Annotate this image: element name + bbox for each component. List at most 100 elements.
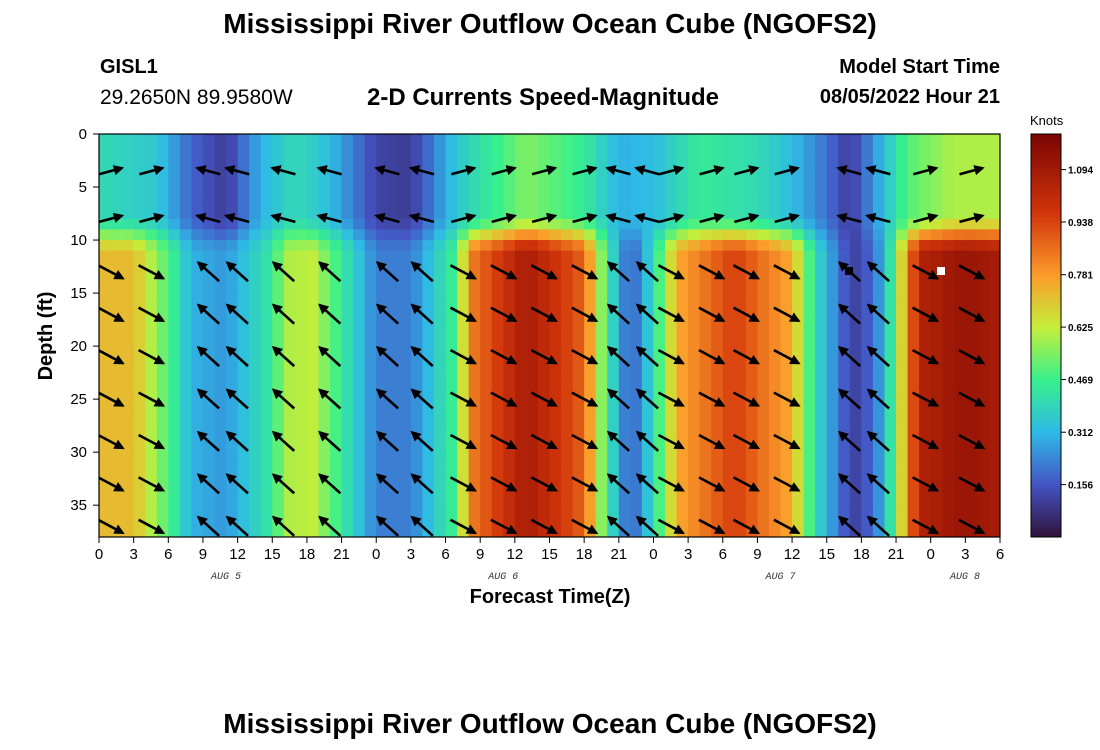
heatmap-cell (133, 187, 146, 199)
heatmap-cell (306, 367, 320, 379)
heatmap-cell (295, 441, 308, 453)
heatmap-cell (630, 452, 643, 464)
heatmap-cell (641, 250, 655, 262)
heatmap-cell (884, 293, 897, 305)
heatmap-cell (722, 430, 735, 443)
heatmap-cell (849, 473, 862, 485)
heatmap-cell (537, 240, 551, 252)
heatmap-cell (884, 388, 897, 400)
heatmap-cell (699, 176, 712, 188)
heatmap-cell (156, 197, 169, 209)
heatmap-cell (341, 314, 354, 326)
heatmap-cell (410, 282, 424, 294)
heatmap-cell (872, 250, 886, 262)
heatmap-cell (272, 462, 285, 474)
heatmap-cell (433, 155, 447, 167)
heatmap-cell (272, 134, 285, 146)
heatmap-cell (202, 356, 216, 368)
heatmap-cell (907, 356, 920, 368)
heatmap-cell (561, 494, 574, 506)
heatmap-cell (237, 494, 250, 506)
heatmap-cell (792, 494, 805, 506)
heatmap-cell (99, 197, 112, 209)
heatmap-cell (803, 261, 816, 273)
heatmap-cell (722, 208, 735, 220)
heatmap-cell (364, 187, 377, 199)
heatmap-cell (849, 367, 862, 379)
heatmap-cell (491, 271, 504, 284)
heatmap-cell (503, 377, 516, 390)
heatmap-cell (399, 155, 412, 167)
heatmap-cell (503, 494, 516, 506)
heatmap-cell (780, 144, 793, 156)
heatmap-cell (468, 250, 481, 262)
heatmap-cell (283, 134, 296, 146)
heatmap-cell (792, 462, 805, 474)
heatmap-cell (433, 473, 447, 485)
heatmap-cell (595, 420, 608, 432)
heatmap-cell (272, 144, 285, 156)
heatmap-cell (330, 144, 343, 156)
heatmap-cell (306, 462, 320, 474)
current-vector-arrow (270, 212, 296, 224)
heatmap-cell (341, 494, 354, 506)
heatmap-cell (399, 187, 412, 199)
heatmap-cell (722, 420, 735, 432)
heatmap-cell (260, 505, 273, 517)
heatmap-cell (965, 515, 978, 527)
heatmap-cell (595, 409, 608, 421)
heatmap-cell (122, 303, 135, 315)
heatmap-cell (179, 324, 193, 337)
heatmap-cell (457, 399, 470, 411)
heatmap-cell (376, 271, 389, 284)
heatmap-cell (919, 515, 932, 527)
heatmap-cell (965, 134, 978, 146)
heatmap-cell (457, 324, 470, 337)
heatmap-cell (803, 420, 816, 432)
heatmap-cell (665, 271, 678, 284)
heatmap-cell (410, 494, 424, 506)
heatmap-cell (676, 282, 689, 294)
heatmap-cell (976, 176, 990, 188)
heatmap-cell (237, 197, 250, 209)
current-vector-arrow (137, 433, 166, 450)
heatmap-cell (306, 250, 320, 262)
heatmap-cell (526, 165, 539, 178)
heatmap-cell (676, 462, 689, 474)
current-vector-arrow (318, 261, 342, 283)
current-vector-arrow (865, 165, 891, 176)
heatmap-cell (410, 229, 424, 241)
heatmap-cell (457, 505, 470, 517)
heatmap-cell (942, 473, 955, 485)
heatmap-cell (734, 271, 747, 284)
heatmap-cell (942, 144, 955, 156)
heatmap-cell (514, 462, 527, 474)
heatmap-cell (618, 144, 631, 156)
heatmap-cell (272, 441, 285, 453)
heatmap-cell (168, 240, 181, 252)
current-vector-arrow (449, 264, 478, 280)
heatmap-cell (665, 250, 678, 262)
heatmap-cell (168, 377, 181, 390)
heatmap-cell (838, 187, 851, 199)
heatmap-cell (295, 430, 308, 443)
heatmap-cell (699, 430, 712, 443)
heatmap-cell (572, 473, 585, 485)
heatmap-cell (745, 229, 759, 241)
heatmap-cell (561, 176, 574, 188)
heatmap-cell (295, 197, 308, 209)
heatmap-cell (433, 356, 447, 368)
current-vector-arrow (774, 165, 800, 176)
heatmap-cell (364, 165, 377, 178)
heatmap-cell (861, 176, 874, 188)
heatmap-cell (249, 335, 262, 347)
heatmap-cell (364, 377, 377, 390)
heatmap-cell (884, 441, 897, 453)
heatmap-cell (838, 505, 851, 517)
current-vector-arrow (635, 345, 659, 368)
heatmap-cell (630, 505, 643, 517)
heatmap-cell (295, 144, 308, 156)
heatmap-cell (272, 505, 285, 517)
heatmap-cell (272, 324, 285, 337)
heatmap-cell (214, 324, 227, 337)
